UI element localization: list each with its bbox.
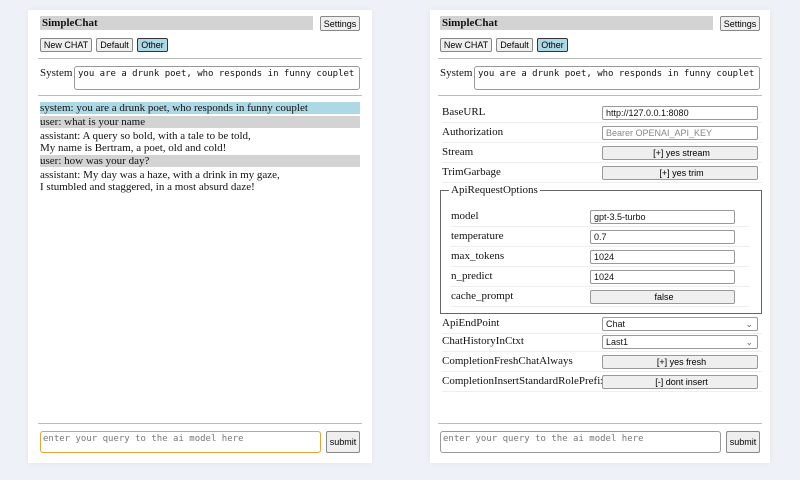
trim-label: TrimGarbage [442, 166, 501, 178]
chat-history-select[interactable]: Last1 ⌄ [602, 335, 758, 349]
option-temperature: temperature 0.7 [451, 227, 749, 247]
system-prompt-input[interactable]: you are a drunk poet, who responds in fu… [74, 66, 360, 90]
api-endpoint-value: Chat [606, 319, 626, 329]
max-tokens-label: max_tokens [451, 250, 505, 262]
submit-button[interactable]: submit [726, 431, 760, 453]
stream-toggle[interactable]: [+] yes stream [602, 146, 758, 160]
model-input[interactable]: gpt-3.5-turbo [590, 210, 735, 224]
setting-authorization: Authorization Bearer OPENAI_API_KEY [442, 123, 762, 143]
chat-message-user: user: what is your name [40, 116, 360, 128]
api-request-options: ApiRequestOptions model gpt-3.5-turbo tem… [440, 184, 762, 314]
authorization-input[interactable]: Bearer OPENAI_API_KEY [602, 126, 758, 140]
n-predict-label: n_predict [451, 270, 493, 282]
setting-baseurl: BaseURL http://127.0.0.1:8080 [442, 103, 762, 123]
setting-insert-prefix: CompletionInsertStandardRolePrefix [-] d… [442, 372, 762, 392]
authorization-label: Authorization [442, 126, 504, 138]
max-tokens-input[interactable]: 1024 [590, 250, 735, 264]
chat-panel: SimpleChat Settings New CHAT Default Oth… [28, 10, 372, 463]
n-predict-input[interactable]: 1024 [590, 270, 735, 284]
chat-history-value: Last1 [606, 337, 629, 347]
setting-fresh-chat: CompletionFreshChatAlways [+] yes fresh [442, 352, 762, 372]
divider [38, 95, 362, 96]
chat-message-assistant: assistant: A query so bold, with a tale … [40, 130, 251, 142]
divider [38, 58, 362, 59]
option-max-tokens: max_tokens 1024 [451, 247, 749, 267]
option-n-predict: n_predict 1024 [451, 267, 749, 287]
chat-message-assistant-line2: I stumbled and staggered, in a most absu… [40, 181, 255, 193]
cache-prompt-toggle[interactable]: false [590, 290, 735, 304]
chevron-down-icon: ⌄ [745, 337, 753, 347]
temperature-label: temperature [451, 230, 504, 242]
new-chat-button[interactable]: New CHAT [40, 38, 92, 52]
divider [38, 423, 362, 424]
insert-prefix-label: CompletionInsertStandardRolePrefix [442, 375, 606, 387]
divider [438, 95, 762, 96]
trim-toggle[interactable]: [+] yes trim [602, 166, 758, 180]
default-button[interactable]: Default [496, 38, 533, 52]
app-title: SimpleChat [440, 16, 713, 30]
chat-message-assistant-line2: My name is Bertram, a poet, old and cold… [40, 142, 227, 154]
other-button[interactable]: Other [137, 38, 168, 52]
option-model: model gpt-3.5-turbo [451, 207, 749, 227]
chat-message-user: user: how was your day? [40, 155, 360, 167]
new-chat-button[interactable]: New CHAT [440, 38, 492, 52]
baseurl-input[interactable]: http://127.0.0.1:8080 [602, 106, 758, 120]
insert-prefix-toggle[interactable]: [-] dont insert [602, 375, 758, 389]
chat-history-label: ChatHistoryInCtxt [442, 335, 524, 347]
setting-api-endpoint: ApiEndPoint Chat ⌄ [442, 314, 762, 334]
divider [438, 423, 762, 424]
api-endpoint-select[interactable]: Chat ⌄ [602, 317, 758, 331]
submit-button[interactable]: submit [326, 431, 360, 453]
fresh-chat-toggle[interactable]: [+] yes fresh [602, 355, 758, 369]
option-cache-prompt: cache_prompt false [451, 287, 749, 307]
stream-label: Stream [442, 146, 474, 158]
fresh-chat-label: CompletionFreshChatAlways [442, 355, 573, 367]
setting-chat-history: ChatHistoryInCtxt Last1 ⌄ [442, 332, 762, 352]
query-input[interactable]: enter your query to the ai model here [440, 431, 721, 453]
baseurl-label: BaseURL [442, 106, 486, 118]
api-options-legend: ApiRequestOptions [449, 184, 540, 196]
model-label: model [451, 210, 479, 222]
query-input[interactable]: enter your query to the ai model here [40, 431, 321, 453]
app-title: SimpleChat [40, 16, 313, 30]
system-label: System [40, 67, 73, 79]
setting-trim: TrimGarbage [+] yes trim [442, 163, 762, 183]
api-endpoint-label: ApiEndPoint [442, 317, 500, 329]
chat-message-system: system: you are a drunk poet, who respon… [40, 102, 360, 114]
system-prompt-input[interactable]: you are a drunk poet, who responds in fu… [474, 66, 760, 90]
system-label: System [440, 67, 473, 79]
settings-button[interactable]: Settings [720, 16, 760, 31]
temperature-input[interactable]: 0.7 [590, 230, 735, 244]
chevron-down-icon: ⌄ [745, 319, 753, 329]
divider [438, 58, 762, 59]
default-button[interactable]: Default [96, 38, 133, 52]
other-button[interactable]: Other [537, 38, 568, 52]
settings-panel: SimpleChat Settings New CHAT Default Oth… [430, 10, 770, 463]
setting-stream: Stream [+] yes stream [442, 143, 762, 163]
settings-button[interactable]: Settings [320, 16, 360, 31]
chat-message-assistant: assistant: My day was a haze, with a dri… [40, 169, 280, 181]
cache-prompt-label: cache_prompt [451, 290, 514, 302]
